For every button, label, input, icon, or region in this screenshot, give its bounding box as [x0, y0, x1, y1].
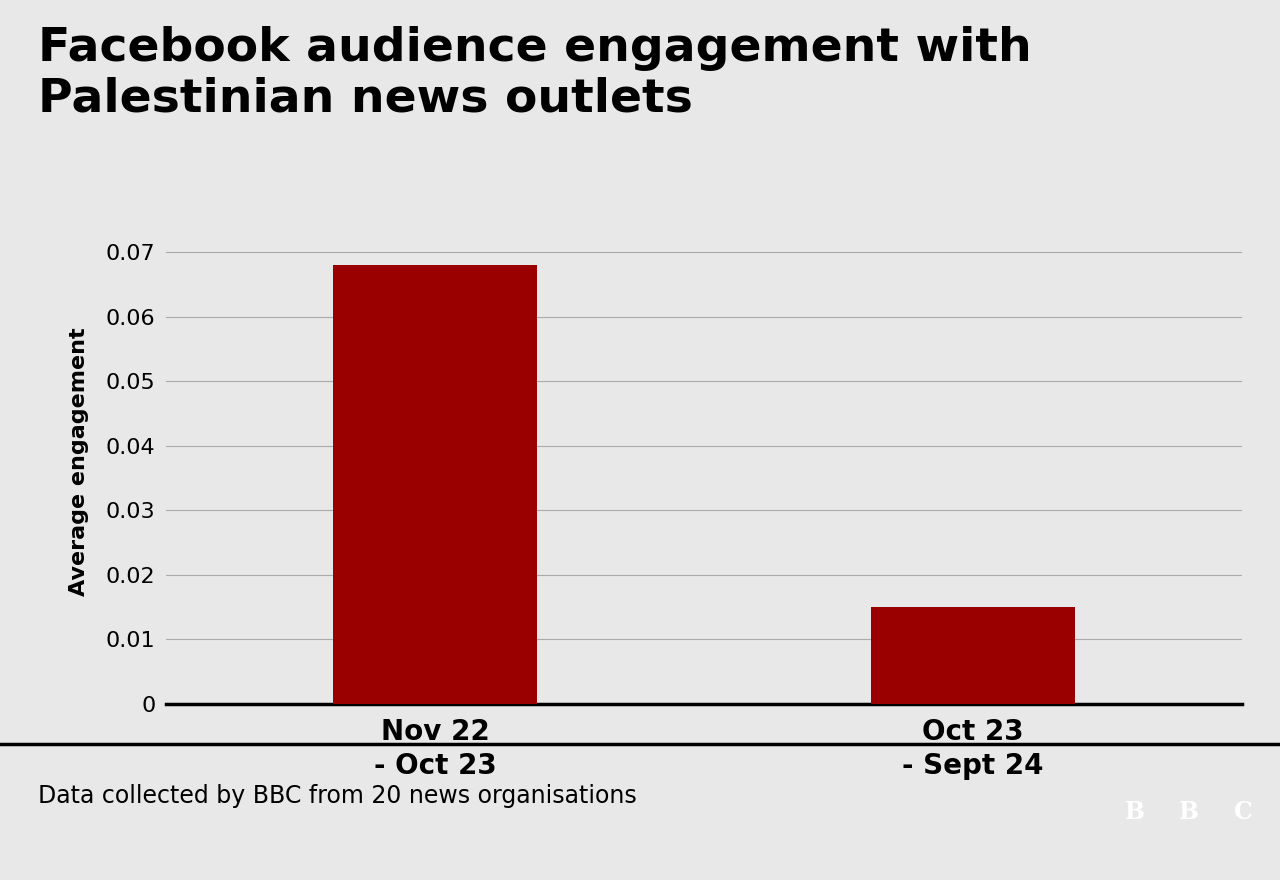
Text: Facebook audience engagement with
Palestinian news outlets: Facebook audience engagement with Palest…: [38, 26, 1032, 121]
Bar: [333, 265, 538, 704]
Bar: [870, 607, 1075, 704]
Text: Data collected by BBC from 20 news organisations: Data collected by BBC from 20 news organ…: [38, 784, 637, 809]
Text: B: B: [1179, 800, 1199, 824]
Text: B: B: [1125, 800, 1146, 824]
Text: C: C: [1234, 800, 1252, 824]
Y-axis label: Average engagement: Average engagement: [69, 327, 88, 597]
